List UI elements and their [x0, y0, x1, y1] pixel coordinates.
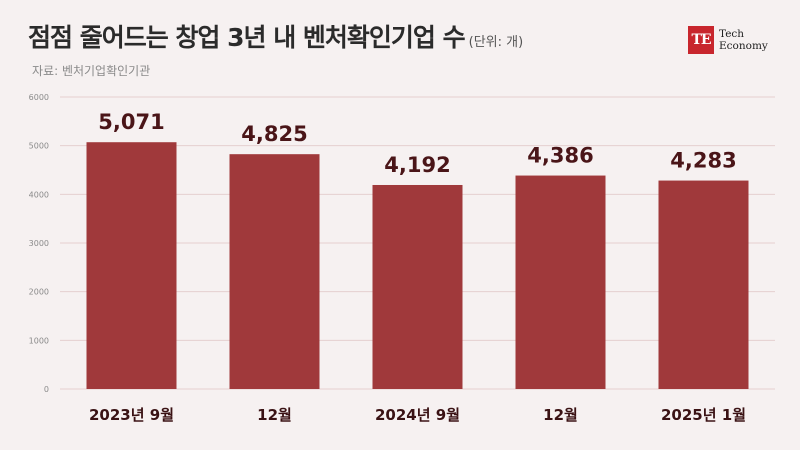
- x-tick-label: 12월: [257, 406, 292, 424]
- logo-line-2: Economy: [719, 40, 768, 52]
- x-tick-label: 2024년 9월: [375, 406, 460, 424]
- data-label: 4,825: [241, 122, 307, 146]
- x-tick-label: 2023년 9월: [89, 406, 174, 424]
- y-tick-label: 1000: [29, 336, 49, 345]
- chart-title-text: 점점 줄어드는 창업 3년 내 벤처확인기업 수: [28, 23, 466, 52]
- data-label: 5,071: [98, 110, 164, 134]
- y-tick-label: 6000: [29, 93, 49, 102]
- logo-text: Tech Economy: [719, 28, 768, 52]
- x-tick-label: 2025년 1월: [661, 406, 746, 424]
- bar: [372, 184, 463, 389]
- y-tick-label: 2000: [29, 288, 49, 297]
- y-tick-label: 5000: [29, 142, 49, 151]
- y-tick-label: 0: [44, 385, 49, 394]
- unit-label: (단위: 개): [468, 35, 524, 50]
- chart-title: 점점 줄어드는 창업 3년 내 벤처확인기업 수 (단위: 개): [28, 18, 523, 54]
- source-label: 자료: 벤처기업확인기관: [32, 64, 151, 78]
- logo-mark: TE: [688, 26, 714, 54]
- bar: [229, 154, 320, 389]
- data-label: 4,283: [670, 149, 736, 173]
- bar: [86, 142, 177, 389]
- data-label: 4,192: [384, 153, 450, 177]
- brand-logo: TE Tech Economy: [688, 26, 768, 54]
- x-tick-label: 12월: [543, 406, 578, 424]
- y-tick-label: 3000: [29, 239, 49, 248]
- data-label: 4,386: [527, 144, 593, 168]
- bar: [658, 180, 749, 389]
- bar: [515, 175, 606, 389]
- y-tick-label: 4000: [29, 190, 49, 199]
- logo-line-1: Tech: [719, 28, 745, 40]
